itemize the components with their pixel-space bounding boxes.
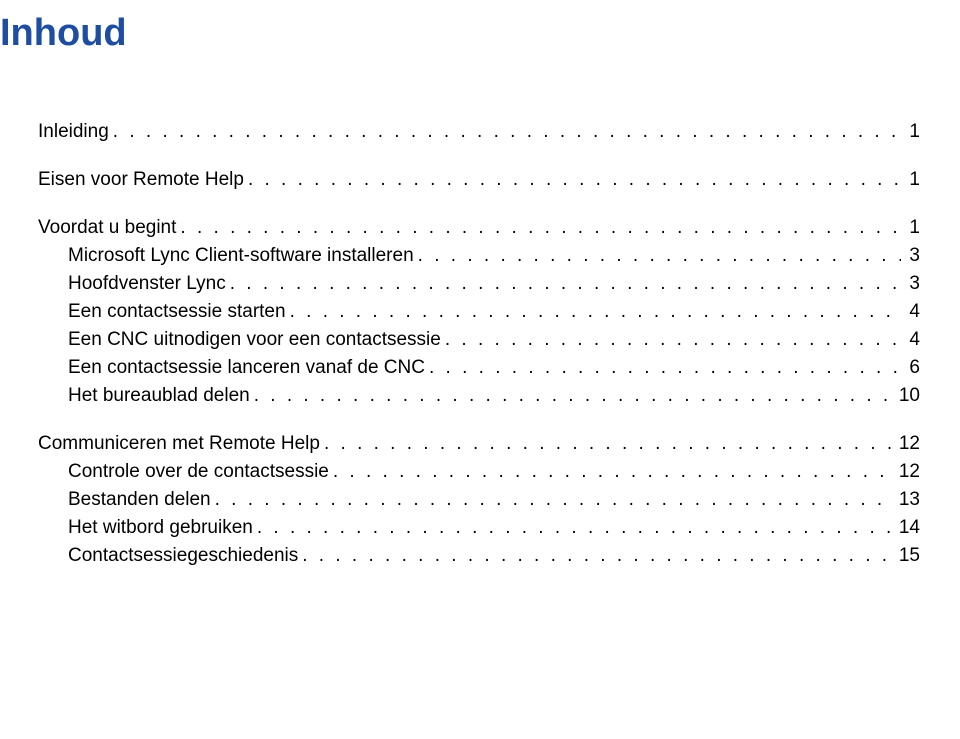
toc-entry-label: Communiceren met Remote Help	[38, 433, 320, 455]
toc-entry-page: 1	[905, 217, 920, 239]
toc-leader-dots	[324, 433, 891, 455]
toc-entry-label: Hoofdvenster Lync	[68, 273, 226, 295]
toc-entry-page: 13	[895, 489, 920, 511]
toc-entry-label: Microsoft Lync Client-software installer…	[68, 245, 414, 267]
toc-entry-page: 3	[905, 273, 920, 295]
toc-entry-page: 10	[895, 385, 920, 407]
toc-entry-page: 14	[895, 517, 920, 539]
toc-entry: Het witbord gebruiken 14	[38, 517, 920, 539]
toc-entry-page: 3	[905, 245, 920, 267]
toc-entry-label: Inleiding	[38, 121, 109, 143]
toc-entry-label: Bestanden delen	[68, 489, 211, 511]
page-title: Inhoud	[0, 12, 920, 55]
toc-entry: Een CNC uitnodigen voor een contactsessi…	[38, 329, 920, 351]
toc-entry-label: Controle over de contactsessie	[68, 461, 329, 483]
toc-leader-dots	[333, 461, 891, 483]
toc-entry-label: Het bureaublad delen	[68, 385, 250, 407]
toc-entry: Controle over de contactsessie 12	[38, 461, 920, 483]
toc-leader-dots	[248, 169, 901, 191]
table-of-contents: Inleiding1Eisen voor Remote Help1Voordat…	[0, 101, 920, 573]
toc-entry-page: 12	[895, 461, 920, 483]
toc-leader-dots	[302, 545, 891, 567]
toc-entry-label: Een contactsessie starten	[68, 301, 286, 323]
toc-leader-dots	[429, 357, 901, 379]
toc-entry: Microsoft Lync Client-software installer…	[38, 245, 920, 267]
toc-entry-page: 4	[905, 301, 920, 323]
toc-entry-label: Een CNC uitnodigen voor een contactsessi…	[68, 329, 441, 351]
toc-leader-dots	[230, 273, 902, 295]
toc-entry: Een contactsessie lanceren vanaf de CNC 6	[38, 357, 920, 379]
toc-entry: Hoofdvenster Lync 3	[38, 273, 920, 295]
toc-entry: Inleiding 1	[38, 121, 920, 143]
toc-entry-label: Het witbord gebruiken	[68, 517, 253, 539]
toc-entry-page: 6	[905, 357, 920, 379]
toc-entry: Het bureaublad delen 10	[38, 385, 920, 407]
toc-entry-page: 12	[895, 433, 920, 455]
toc-entry-page: 1	[905, 169, 920, 191]
toc-entry: Eisen voor Remote Help 1	[38, 169, 920, 191]
toc-entry: Bestanden delen 13	[38, 489, 920, 511]
document-page: Inhoud Inleiding 1 Eisen voor Remote Help 1…	[0, 0, 960, 613]
toc-leader-dots	[418, 245, 902, 267]
toc-entry: Contactsessiegeschiedenis 15	[38, 545, 920, 567]
toc-leader-dots	[445, 329, 902, 351]
toc-entry: Communiceren met Remote Help 12	[38, 433, 920, 455]
toc-leader-dots	[215, 489, 891, 511]
toc-leader-dots	[254, 385, 891, 407]
toc-leader-dots	[180, 217, 901, 239]
toc-entry-label: Een contactsessie lanceren vanaf de CNC	[68, 357, 425, 379]
toc-leader-dots	[257, 517, 891, 539]
toc-leader-dots	[290, 301, 902, 323]
toc-entry: Een contactsessie starten 4	[38, 301, 920, 323]
toc-entry-page: 1	[905, 121, 920, 143]
toc-entry-label: Voordat u begint	[38, 217, 176, 239]
toc-entry-label: Contactsessiegeschiedenis	[68, 545, 298, 567]
toc-entry: Voordat u begint 1	[38, 217, 920, 239]
toc-entry-page: 4	[905, 329, 920, 351]
toc-entry-label: Eisen voor Remote Help	[38, 169, 244, 191]
toc-leader-dots	[113, 121, 902, 143]
toc-entry-page: 15	[895, 545, 920, 567]
